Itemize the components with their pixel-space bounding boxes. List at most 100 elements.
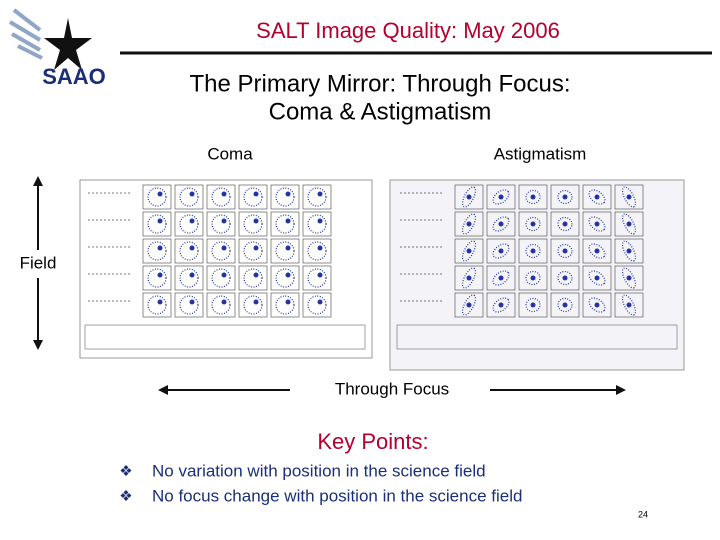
bullet: ❖	[119, 463, 132, 480]
spot	[307, 241, 327, 261]
spot-core	[498, 194, 504, 200]
spot-core	[157, 272, 163, 278]
spot-box	[582, 184, 612, 210]
spot-box	[614, 184, 644, 210]
header-title: SALT Image Quality: May 2006	[256, 18, 560, 43]
spot	[588, 216, 606, 232]
spot-core	[285, 245, 291, 251]
spot-core	[189, 191, 195, 197]
spot-core	[317, 299, 323, 305]
spot-core	[157, 191, 163, 197]
spot-box	[582, 292, 612, 318]
spot	[525, 243, 541, 259]
spot	[179, 187, 199, 207]
astig-panel	[389, 179, 685, 371]
field-label: Field	[20, 253, 57, 272]
focus-label: Through Focus	[335, 379, 449, 398]
coma-panel	[79, 179, 373, 359]
spot-box	[302, 265, 332, 291]
logo: SAAO	[8, 8, 106, 89]
spot	[243, 214, 263, 234]
spot-box	[206, 211, 236, 237]
spot-box	[206, 238, 236, 264]
spot-core	[530, 221, 536, 227]
spot-box	[206, 184, 236, 210]
field-arrow	[33, 176, 43, 350]
spot	[211, 214, 231, 234]
spot-box	[550, 265, 580, 291]
key-point: No variation with position in the scienc…	[152, 461, 486, 480]
spot	[525, 297, 541, 313]
spot-box	[270, 184, 300, 210]
spot-core	[221, 245, 227, 251]
spot-box	[238, 292, 268, 318]
spot	[307, 268, 327, 288]
spot-box	[238, 184, 268, 210]
spot-box	[270, 238, 300, 264]
spot	[557, 270, 573, 286]
spot	[557, 297, 573, 313]
spot	[275, 187, 295, 207]
spot-core	[157, 245, 163, 251]
panel-label: Coma	[207, 144, 253, 163]
spot	[492, 216, 510, 232]
spot	[243, 241, 263, 261]
spot	[621, 186, 637, 208]
spot-box	[142, 211, 172, 237]
spot-box	[142, 292, 172, 318]
spot-core	[530, 248, 536, 254]
spot-box	[518, 292, 548, 318]
spot-box	[486, 184, 516, 210]
spot	[492, 270, 510, 286]
spot-core	[189, 245, 195, 251]
spot	[588, 297, 606, 313]
spot-box	[582, 238, 612, 264]
spot	[307, 187, 327, 207]
spot-box	[206, 265, 236, 291]
spot-box	[142, 265, 172, 291]
spot-box	[486, 265, 516, 291]
spot-box	[614, 265, 644, 291]
spot-core	[626, 248, 632, 254]
spot	[588, 189, 606, 205]
spot-core	[562, 275, 568, 281]
spot-box	[238, 265, 268, 291]
spot	[307, 214, 327, 234]
spot	[179, 241, 199, 261]
spot	[525, 189, 541, 205]
spot	[211, 268, 231, 288]
spot-box	[582, 211, 612, 237]
spot-box	[454, 184, 484, 210]
spot-box	[454, 265, 484, 291]
spot	[588, 270, 606, 286]
spot-box	[302, 211, 332, 237]
spot	[492, 243, 510, 259]
bullet: ❖	[119, 488, 132, 505]
spot-core	[498, 248, 504, 254]
spot-box	[270, 265, 300, 291]
spot-core	[626, 302, 632, 308]
spot-core	[498, 275, 504, 281]
spot-core	[285, 299, 291, 305]
spot-box	[614, 292, 644, 318]
spot-box	[550, 211, 580, 237]
spot-box	[270, 211, 300, 237]
focus-arrows	[158, 385, 626, 395]
spot-core	[317, 272, 323, 278]
spot-box	[302, 184, 332, 210]
spot	[525, 216, 541, 232]
spot	[179, 214, 199, 234]
spot-core	[253, 218, 259, 224]
spot-core	[285, 191, 291, 197]
key-points-heading: Key Points:	[317, 429, 428, 454]
spot-box	[486, 292, 516, 318]
spot-core	[466, 194, 472, 200]
spot-box	[454, 292, 484, 318]
spot	[621, 267, 637, 289]
spot	[179, 295, 199, 315]
spot-core	[221, 272, 227, 278]
spot-diagrams	[79, 179, 685, 371]
spot-core	[157, 218, 163, 224]
spot-core	[253, 191, 259, 197]
